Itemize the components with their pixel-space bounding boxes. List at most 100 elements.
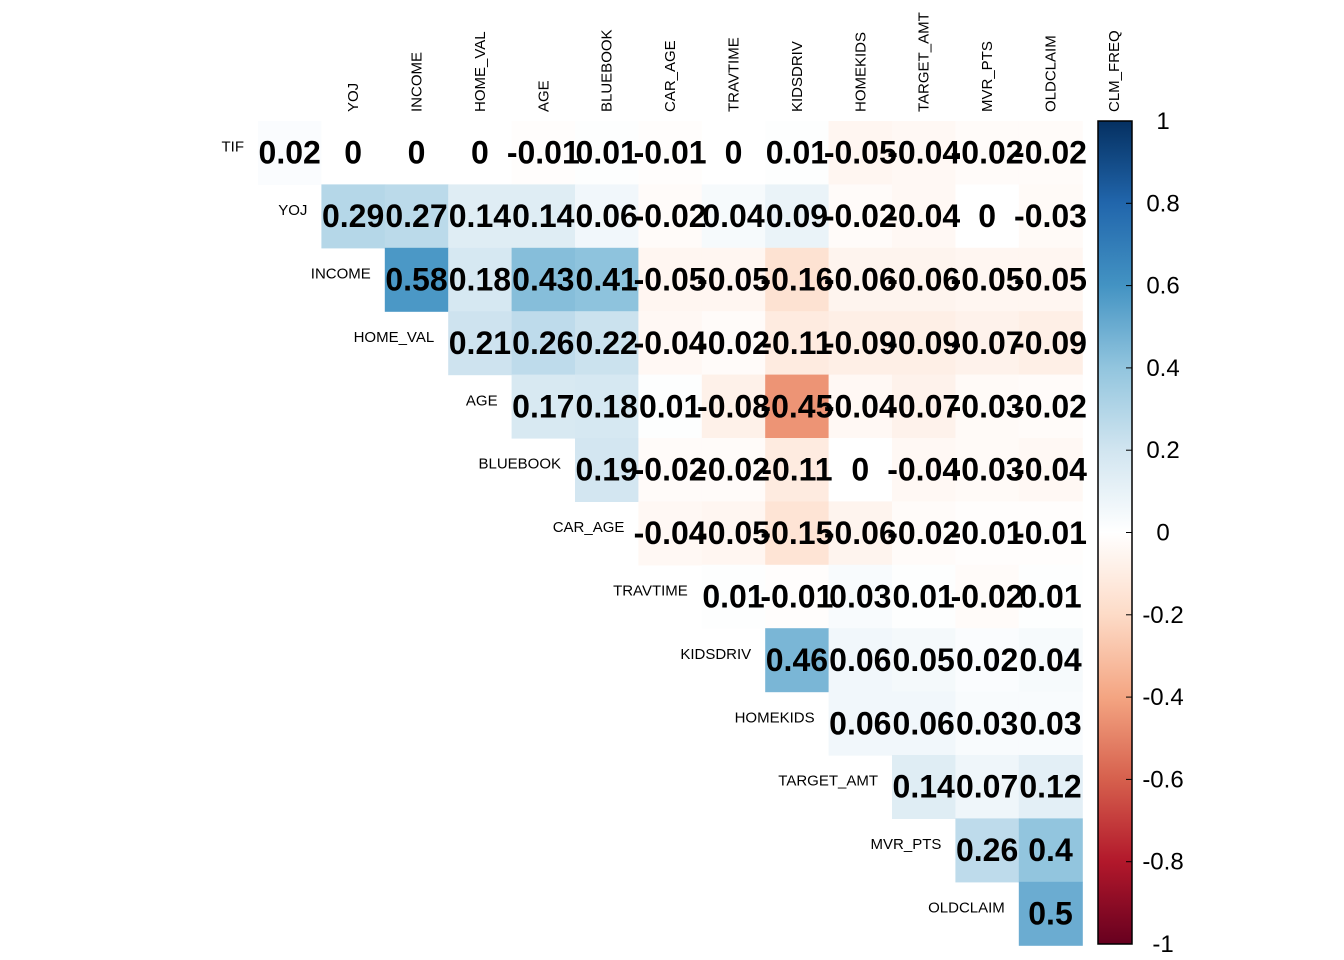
heatmap-cell (701, 121, 766, 185)
heatmap-cell (765, 564, 830, 629)
heatmap-cell (765, 438, 830, 502)
heatmap-cell (765, 184, 830, 249)
heatmap-cell (321, 121, 386, 185)
heatmap-cell (892, 755, 956, 819)
cell-value-label: 0 (978, 198, 996, 234)
cell-value-label: -0.02 (951, 135, 1024, 171)
heatmap-cell (701, 311, 766, 376)
heatmap-cell (955, 247, 1020, 312)
heatmap-cell (828, 438, 893, 502)
colorbar-tick-label: 0 (1156, 520, 1169, 547)
row-labels: TIF YOJ INCOME HOME_VAL AGE BLUEBOOK CAR_AGE TR… (222, 139, 1005, 917)
heatmap-cell (384, 184, 449, 249)
cell-value-label: 0.14 (512, 198, 574, 234)
cell-value-label: -0.07 (951, 325, 1024, 361)
colorbar-tick-label: -1 (1152, 931, 1173, 958)
cell-value-label: 0.26 (956, 832, 1018, 868)
column-label: INCOME (409, 52, 426, 112)
cell-value-label: -0.06 (824, 262, 897, 298)
cell-value-label: 0 (851, 452, 869, 488)
cell-value-label: -0.01 (760, 579, 833, 615)
cell-value-label: 0.21 (449, 325, 511, 361)
cell-value-label: 0.03 (1019, 705, 1081, 741)
cell-value-label: -0.05 (824, 135, 897, 171)
colorbar-tick-label: 1 (1156, 108, 1169, 135)
heatmap-cell (955, 628, 1020, 693)
heatmap-cell (701, 501, 766, 566)
heatmap-cell (828, 374, 893, 439)
column-label: TARGET_AMT (916, 12, 933, 112)
heatmap-cell (892, 691, 956, 756)
row-label: OLDCLAIM (928, 900, 1005, 917)
cell-value-label: 0.06 (893, 705, 955, 741)
cell-value-label: 0.01 (576, 135, 638, 171)
cell-value-label: -0.04 (1014, 452, 1087, 488)
cell-value-label: -0.06 (887, 262, 960, 298)
cell-value-label: 0.12 (1019, 769, 1081, 805)
cell-value-label: 0.01 (766, 135, 828, 171)
cell-value-label: 0.58 (385, 262, 447, 298)
cell-value-label: -0.02 (634, 198, 707, 234)
colorbar-tick-label: -0.6 (1142, 766, 1183, 793)
colorbar-tick-label: -0.8 (1142, 849, 1183, 876)
column-label: YOJ (345, 83, 362, 112)
cell-value-label: -0.02 (951, 579, 1024, 615)
heatmap-cell (955, 564, 1020, 629)
cell-value-label: 0.29 (322, 198, 384, 234)
column-label: BLUEBOOK (599, 29, 616, 112)
column-label: HOMEKIDS (852, 32, 869, 112)
heatmap-cell (1018, 691, 1083, 756)
heatmap-cell (955, 311, 1020, 376)
heatmap-cell (1018, 501, 1083, 566)
heatmap-cell (955, 121, 1020, 185)
row-label: INCOME (311, 266, 371, 283)
cell-value-label: 0.06 (829, 642, 891, 678)
cell-value-label: 0 (408, 135, 426, 171)
heatmap-cell (638, 311, 703, 376)
heatmap-cell (955, 184, 1020, 249)
heatmap-value-labels: 0.02 0 0 0 -0.010.01-0.01 0 0.01-0.05-0.04-0.0… (259, 135, 1088, 932)
heatmap-cell (321, 184, 386, 249)
cell-value-label: -0.03 (951, 452, 1024, 488)
heatmap-cell (892, 628, 956, 693)
cell-value-label: -0.05 (697, 262, 770, 298)
heatmap-cell (1018, 755, 1083, 819)
cell-value-label: -0.04 (887, 135, 960, 171)
cell-value-label: -0.05 (1014, 262, 1087, 298)
heatmap-cell (1018, 881, 1083, 946)
cell-value-label: 0.17 (512, 388, 574, 424)
row-label: KIDSDRIV (680, 646, 751, 663)
column-label: AGE (535, 80, 552, 112)
cell-value-label: 0.06 (829, 705, 891, 741)
heatmap-cell (955, 755, 1020, 819)
heatmap-cell (384, 121, 449, 185)
heatmap-cell (575, 374, 639, 439)
cell-value-label: 0.19 (576, 452, 638, 488)
cell-value-label: -0.02 (1014, 135, 1087, 171)
heatmap-cell (511, 374, 576, 439)
heatmap-cell (511, 311, 576, 376)
cell-value-label: -0.02 (634, 452, 707, 488)
heatmap-cell (1018, 247, 1083, 312)
heatmap-cell (828, 247, 893, 312)
cell-value-label: 0.03 (829, 579, 891, 615)
colorbar: 1 0.8 0.6 0.4 0.2 0 -0.2 -0.4 -0.6 -0.8 -1 (1097, 108, 1184, 958)
heatmap-cell (765, 374, 830, 439)
heatmap-cell (448, 184, 513, 249)
heatmap-cell (638, 184, 703, 249)
cell-value-label: -0.05 (634, 262, 707, 298)
cell-value-label: 0.26 (512, 325, 574, 361)
heatmap-cell (892, 438, 956, 502)
heatmap-cell (892, 311, 956, 376)
cell-value-label: 0.05 (893, 642, 955, 678)
cell-value-label: 0.27 (385, 198, 447, 234)
heatmap-cell (511, 184, 576, 249)
heatmap-cell (575, 121, 639, 185)
heatmap-cell (892, 184, 956, 249)
heatmap-cell (1018, 374, 1083, 439)
cell-value-label: 0.06 (576, 198, 638, 234)
cell-value-label: 0.41 (576, 262, 638, 298)
cell-value-label: -0.11 (761, 452, 832, 488)
cell-value-label: -0.04 (887, 198, 960, 234)
